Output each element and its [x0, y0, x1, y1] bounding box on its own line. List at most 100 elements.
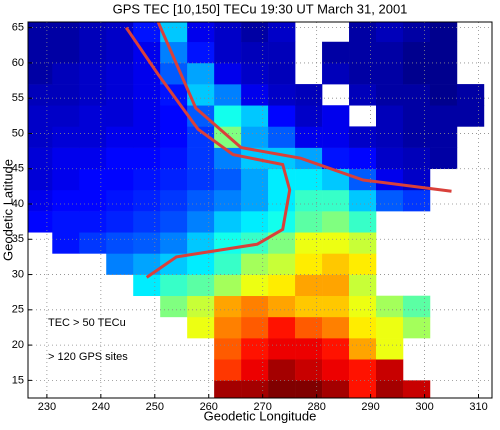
cell: [429, 84, 458, 106]
x-tick-label: 310: [469, 401, 487, 413]
cell: [349, 232, 377, 254]
cell: [429, 22, 458, 43]
cell: [376, 380, 404, 398]
cell: [295, 189, 323, 212]
cell: [106, 62, 134, 85]
cell: [52, 211, 80, 233]
cell: [429, 126, 458, 148]
cell: [187, 41, 215, 64]
cell: [376, 338, 404, 360]
cell: [349, 316, 377, 339]
cell: [214, 105, 242, 127]
cell: [214, 253, 242, 275]
cell: [349, 359, 377, 381]
cell: [241, 22, 269, 43]
cell: [376, 316, 404, 339]
cell: [376, 295, 404, 318]
cell: [402, 105, 431, 127]
cell: [429, 105, 458, 127]
cell: [241, 62, 269, 85]
cell: [106, 211, 134, 233]
cell: [133, 274, 161, 297]
cell: [322, 316, 350, 339]
cell: [429, 41, 458, 64]
cell: [268, 211, 296, 233]
cell: [106, 168, 134, 191]
y-tick-label: 60: [12, 57, 24, 69]
cell: [106, 232, 134, 254]
cell: [295, 126, 323, 148]
cell: [241, 232, 269, 254]
cell: [214, 380, 242, 398]
cell: [295, 168, 323, 191]
cell: [52, 147, 80, 170]
cell: [214, 62, 242, 85]
cell: [79, 168, 107, 191]
cell: [160, 189, 188, 212]
cell: [376, 84, 404, 106]
cell: [106, 41, 134, 64]
cell: [349, 253, 377, 275]
cell: [376, 189, 404, 212]
cell: [268, 359, 296, 381]
cell: [133, 168, 161, 191]
cell: [79, 147, 107, 170]
cell: [429, 147, 458, 170]
cell: [402, 126, 431, 148]
y-tick-label: 35: [12, 233, 24, 245]
cell: [322, 189, 350, 212]
x-tick-label: 230: [38, 401, 56, 413]
x-tick-label: 260: [200, 401, 218, 413]
cell: [214, 211, 242, 233]
cell: [322, 126, 350, 148]
cell: [402, 316, 431, 339]
cell: [295, 105, 323, 127]
overlay: [28, 22, 492, 398]
cell: [160, 274, 188, 297]
cell: [79, 62, 107, 85]
y-tick-label: 40: [12, 198, 24, 210]
cell: [241, 316, 269, 339]
cell: [456, 105, 485, 127]
cell: [322, 338, 350, 360]
cell: [79, 41, 107, 64]
cell: [28, 211, 53, 233]
cell: [241, 359, 269, 381]
cell: [52, 22, 80, 43]
cell: [160, 253, 188, 275]
cell: [349, 274, 377, 297]
cell: [133, 211, 161, 233]
cell: [52, 168, 80, 191]
cell: [160, 295, 188, 318]
cell: [349, 147, 377, 170]
cell: [295, 253, 323, 275]
cell: [268, 126, 296, 148]
cell: [133, 105, 161, 127]
cell: [106, 189, 134, 212]
cell: [160, 105, 188, 127]
cell: [133, 189, 161, 212]
cell: [79, 105, 107, 127]
cell: [402, 84, 431, 106]
cell: [187, 147, 215, 170]
cell: [349, 211, 377, 233]
cell: [402, 22, 431, 43]
cell: [214, 274, 242, 297]
cell: [79, 189, 107, 212]
cell: [402, 380, 431, 398]
cell: [28, 84, 53, 106]
cells: [28, 22, 485, 398]
cell: [322, 253, 350, 275]
cell: [187, 232, 215, 254]
cell: [268, 84, 296, 106]
cell: [187, 105, 215, 127]
cell: [349, 41, 377, 64]
cell: [28, 41, 53, 64]
cell: [295, 380, 323, 398]
cell: [28, 126, 53, 148]
cell: [214, 168, 242, 191]
cell: [322, 380, 350, 398]
cell: [52, 62, 80, 85]
cell: [322, 359, 350, 381]
cell: [106, 253, 134, 275]
